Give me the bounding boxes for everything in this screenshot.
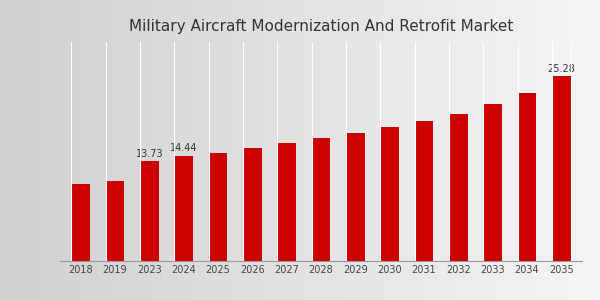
Bar	[209, 153, 227, 261]
Bar	[346, 133, 365, 261]
Bar	[380, 128, 399, 261]
Text: 13.73: 13.73	[136, 148, 163, 159]
Bar	[483, 104, 502, 261]
Bar	[552, 76, 571, 261]
Bar	[174, 156, 193, 261]
Text: 25.28: 25.28	[547, 64, 575, 74]
Bar	[449, 113, 468, 261]
Bar	[71, 184, 90, 261]
Bar	[140, 161, 159, 261]
Text: 14.44: 14.44	[170, 143, 197, 153]
Bar	[277, 143, 296, 261]
Bar	[243, 148, 262, 261]
Bar	[106, 181, 124, 261]
Bar	[518, 93, 536, 261]
Bar	[415, 121, 433, 261]
Bar	[311, 138, 331, 261]
Title: Military Aircraft Modernization And Retrofit Market: Military Aircraft Modernization And Retr…	[129, 19, 513, 34]
